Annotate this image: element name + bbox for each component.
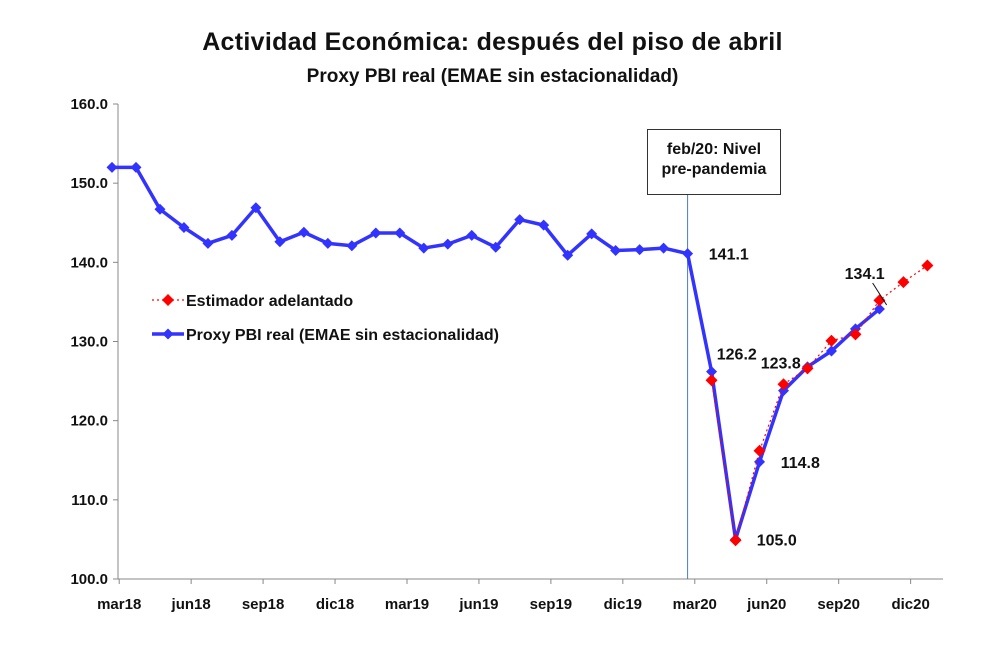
- estimador-point: [777, 378, 790, 391]
- chart-title: Actividad Económica: después del piso de…: [202, 28, 783, 56]
- proxy-pbi-point: [514, 214, 526, 226]
- estimador-line: [710, 265, 928, 541]
- proxy-pbi-point: [634, 244, 646, 256]
- x-tick-label: mar20: [673, 596, 717, 613]
- estimador-point: [753, 444, 766, 457]
- proxy-pbi-point: [322, 237, 334, 249]
- y-tick-label: 150.0: [70, 175, 108, 192]
- proxy-pbi-point: [586, 228, 598, 240]
- annotation-line-1: feb/20: Nivel: [666, 141, 762, 158]
- x-tick-label: jun19: [458, 596, 498, 613]
- proxy-pbi-point: [754, 456, 766, 468]
- annotation-box: feb/20: Nivel pre-pandemia: [647, 129, 781, 195]
- estimador-point: [921, 259, 934, 272]
- proxy-pbi-point: [226, 229, 238, 241]
- proxy-pbi-point: [466, 229, 478, 241]
- y-tick-label: 100.0: [70, 571, 108, 588]
- proxy-pbi-point: [250, 202, 262, 214]
- data-label: 141.1: [709, 247, 749, 264]
- x-tick-label: mar18: [97, 596, 141, 613]
- y-tick-label: 110.0: [71, 492, 108, 509]
- estimador-point: [825, 334, 838, 347]
- y-tick-label: 130.0: [70, 334, 108, 351]
- data-label: 134.1: [845, 266, 885, 283]
- proxy-pbi-point: [562, 249, 574, 261]
- proxy-pbi-point: [370, 227, 382, 239]
- proxy-pbi-point: [106, 161, 118, 173]
- x-tick-label: jun20: [746, 596, 786, 613]
- proxy-pbi-point: [610, 244, 622, 256]
- proxy-pbi-point: [706, 366, 718, 378]
- data-label: 123.8: [761, 356, 801, 373]
- estimador-point: [729, 534, 742, 547]
- x-tick-label: sep18: [242, 596, 285, 613]
- data-label: 105.0: [757, 532, 797, 549]
- proxy-pbi-point: [130, 161, 142, 173]
- proxy-pbi-point: [418, 242, 430, 254]
- proxy-pbi-point: [658, 242, 670, 254]
- y-tick-label: 160.0: [70, 96, 108, 113]
- proxy-pbi-point: [298, 226, 310, 238]
- x-tick-label: dic19: [604, 596, 642, 613]
- legend-marker-estimador: [162, 294, 174, 306]
- legend-marker-proxy: [162, 328, 174, 340]
- proxy-pbi-line: [112, 165, 881, 542]
- x-tick-label: dic20: [891, 596, 929, 613]
- proxy-pbi-point: [274, 236, 286, 248]
- estimador-point: [873, 294, 886, 307]
- proxy-pbi-point: [394, 227, 406, 239]
- annotation-line-2: pre-pandemia: [661, 161, 767, 178]
- legend-label-proxy: Proxy PBI real (EMAE sin estacionalidad): [186, 327, 499, 344]
- estimador-point: [705, 374, 718, 387]
- x-tick-label: sep20: [817, 596, 860, 613]
- proxy-pbi-point: [825, 345, 837, 357]
- y-tick-label: 120.0: [70, 413, 108, 430]
- x-tick-label: mar19: [385, 596, 429, 613]
- proxy-pbi-point: [178, 222, 190, 233]
- x-tick-label: sep19: [530, 596, 573, 613]
- chart-subtitle: Proxy PBI real (EMAE sin estacionalidad): [306, 66, 679, 87]
- x-tick-label: jun18: [171, 596, 211, 613]
- estimador-point: [801, 362, 814, 375]
- proxy-pbi-point: [202, 237, 214, 249]
- x-tick-label: dic18: [316, 596, 354, 613]
- proxy-pbi-point: [538, 219, 550, 231]
- proxy-pbi-point: [154, 203, 166, 215]
- y-tick-label: 140.0: [70, 254, 108, 271]
- data-label: 114.8: [781, 455, 820, 472]
- proxy-pbi-point: [442, 238, 454, 250]
- data-label-leader: [872, 282, 888, 306]
- proxy-pbi-point: [873, 303, 885, 315]
- estimador-point: [849, 328, 862, 341]
- legend-label-estimador: Estimador adelantado: [186, 293, 353, 310]
- proxy-pbi-point: [682, 248, 694, 260]
- estimador-point: [897, 276, 910, 289]
- data-label: 126.2: [717, 347, 757, 364]
- proxy-pbi-point: [346, 240, 358, 252]
- proxy-pbi-point: [490, 241, 502, 253]
